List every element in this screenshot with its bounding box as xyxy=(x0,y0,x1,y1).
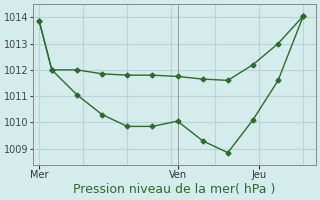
X-axis label: Pression niveau de la mer( hPa ): Pression niveau de la mer( hPa ) xyxy=(73,183,276,196)
